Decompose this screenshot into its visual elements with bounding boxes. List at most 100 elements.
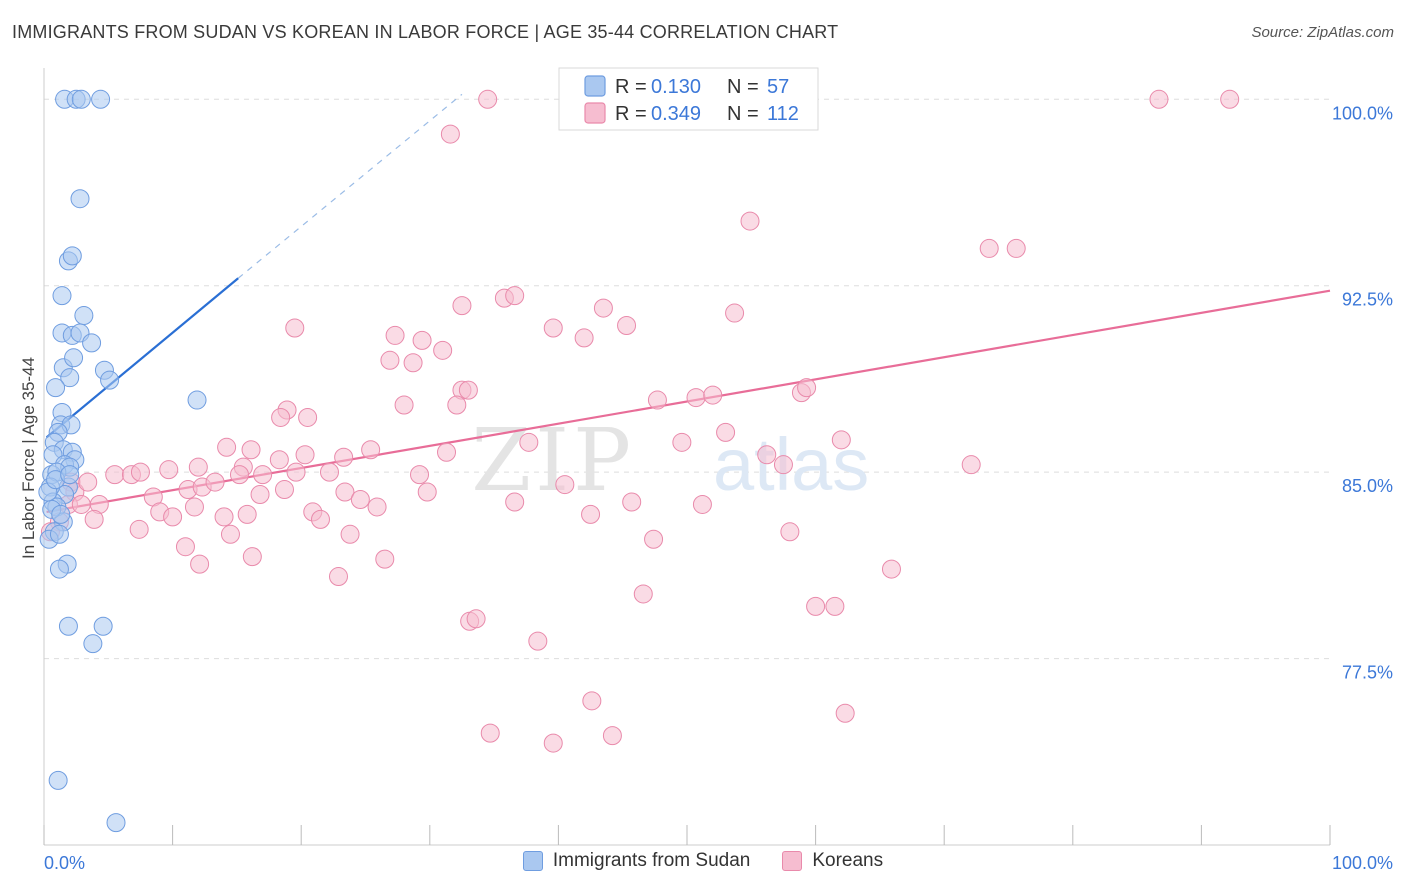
koreans-point (692, 494, 712, 514)
koreans-point (505, 286, 525, 306)
koreans-point (334, 447, 354, 467)
y-tick-label: 92.5% (1342, 290, 1393, 310)
legend-swatch-koreans (782, 851, 803, 871)
koreans-point (780, 522, 800, 542)
koreans-point (1220, 89, 1240, 109)
legend-label-koreans: Koreans (812, 850, 884, 871)
koreans-point (241, 440, 261, 460)
sudan-trend-dashed (237, 93, 463, 279)
sudan-point (70, 189, 90, 209)
koreans-point (806, 596, 826, 616)
sudan-point (60, 465, 80, 485)
koreans-point (253, 465, 273, 485)
koreans-points (40, 89, 1240, 753)
koreans-point (622, 492, 642, 512)
sudan-point (91, 89, 111, 109)
koreans-point (319, 462, 339, 482)
koreans-point (229, 465, 249, 485)
gridlines (44, 98, 1330, 660)
koreans-point (250, 485, 270, 505)
koreans-point (328, 567, 348, 587)
stats-koreans-r: 0.349 (651, 103, 701, 125)
x-tick-label-max: 100.0% (1332, 853, 1393, 873)
koreans-point (380, 350, 400, 370)
koreans-point (184, 497, 204, 517)
koreans-point (543, 318, 563, 338)
koreans-point (961, 455, 981, 475)
tick-labels: 100.0% 92.5% 85.0% 77.5% 0.0% 100.0% In Labor … (19, 103, 1393, 873)
koreans-point (71, 494, 91, 514)
sudan-point (100, 370, 120, 390)
x-tick-label-min: 0.0% (44, 853, 85, 873)
koreans-point (574, 328, 594, 348)
sudan-point (49, 524, 69, 544)
legend-label-sudan: Immigrants from Sudan (552, 850, 751, 871)
koreans-point (129, 519, 149, 539)
koreans-point (519, 432, 539, 452)
koreans-point (725, 303, 745, 323)
sudan-point (106, 813, 126, 833)
stats-legend: R = 0.130 N = 57 R = 0.349 N = 112 (558, 67, 819, 131)
legend-item-koreans[interactable]: Koreans (782, 850, 883, 872)
koreans-point (220, 524, 240, 544)
koreans-point (979, 238, 999, 258)
koreans-point (555, 475, 575, 495)
stats-swatch-koreans (584, 102, 606, 124)
koreans-point (375, 549, 395, 569)
koreans-point (310, 509, 330, 529)
koreans-point (188, 457, 208, 477)
koreans-point (797, 378, 817, 398)
koreans-point (163, 507, 183, 527)
koreans-point (825, 596, 845, 616)
koreans-point (466, 609, 486, 629)
koreans-point (644, 529, 664, 549)
koreans-point (340, 524, 360, 544)
sudan-point (51, 504, 71, 524)
koreans-point (757, 445, 777, 465)
stats-koreans-n-label: N = (727, 103, 759, 125)
sudan-point (83, 634, 103, 654)
koreans-point (773, 455, 793, 475)
y-tick-label: 85.0% (1342, 476, 1393, 496)
koreans-point (285, 318, 305, 338)
koreans-point (335, 482, 355, 502)
koreans-point (367, 497, 387, 517)
sudan-point (62, 246, 82, 266)
koreans-point (417, 482, 437, 502)
koreans-point (410, 465, 430, 485)
legend-swatch-sudan (522, 851, 543, 871)
sudan-trend-line (45, 277, 239, 439)
koreans-point (350, 489, 370, 509)
koreans-point (703, 385, 723, 405)
koreans-point (528, 631, 548, 651)
axes (43, 68, 1331, 846)
stats-swatch-sudan (584, 75, 606, 97)
legend-item-sudan[interactable]: Immigrants from Sudan (522, 850, 751, 872)
koreans-point (831, 430, 851, 450)
koreans-point (740, 211, 760, 231)
koreans-point (105, 465, 125, 485)
koreans-point (190, 554, 210, 574)
sudan-point (82, 333, 102, 353)
koreans-point (130, 462, 150, 482)
koreans-point (403, 353, 423, 373)
koreans-point (480, 723, 500, 743)
sudan-point (52, 286, 72, 306)
koreans-point (593, 298, 613, 318)
sudan-point (60, 368, 80, 388)
source-label: Source: ZipAtlas.com (1251, 24, 1394, 41)
sudan-point (93, 616, 113, 636)
koreans-point (881, 559, 901, 579)
bottom-legend: Immigrants from Sudan Koreans (0, 850, 1406, 872)
sudan-point (46, 378, 66, 398)
koreans-point (78, 472, 98, 492)
koreans-point (205, 472, 225, 492)
koreans-point (672, 432, 692, 452)
koreans-point (361, 440, 381, 460)
koreans-point (458, 380, 478, 400)
stats-sudan-r-label: R = (615, 76, 647, 98)
stats-koreans-n: 112 (767, 103, 799, 125)
koreans-point (617, 315, 637, 335)
sudan-point (71, 89, 91, 109)
